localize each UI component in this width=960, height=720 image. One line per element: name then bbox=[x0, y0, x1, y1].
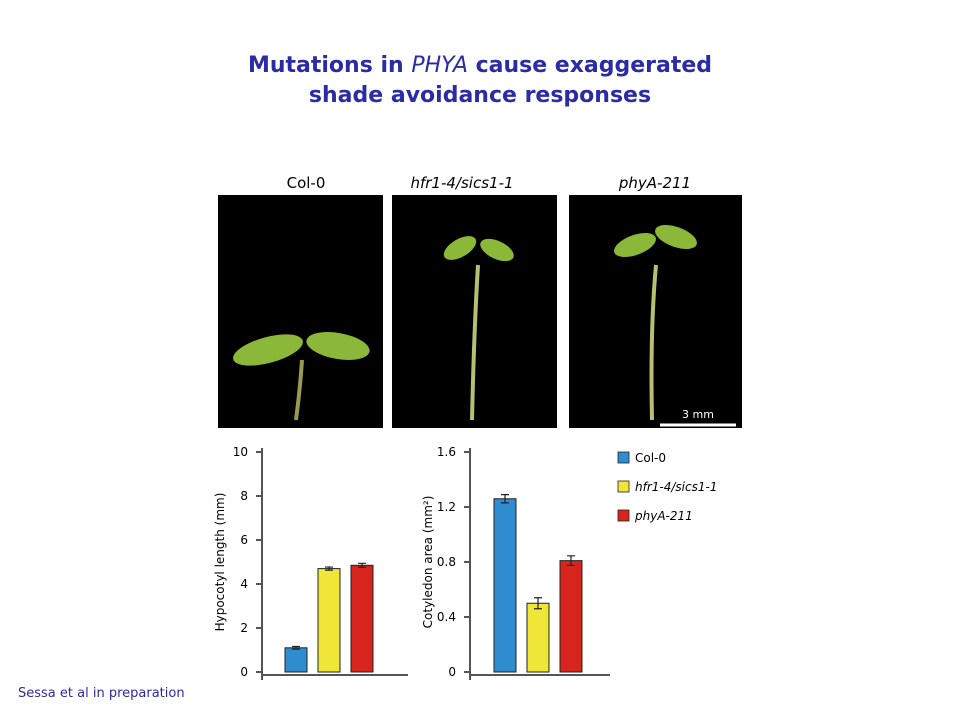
error-bar bbox=[567, 555, 575, 567]
legend-label: Col-0 bbox=[635, 451, 666, 465]
y-axis-label: Cotyledon area (mm²) bbox=[421, 496, 435, 629]
plant-stem bbox=[470, 264, 480, 421]
plant-leaf bbox=[655, 224, 697, 250]
photos: 3 mm bbox=[218, 195, 742, 428]
photo-label: Col-0 bbox=[287, 174, 326, 192]
error-bar bbox=[534, 597, 542, 610]
bar bbox=[526, 602, 550, 673]
bar bbox=[559, 560, 583, 673]
plant-stem bbox=[294, 359, 304, 421]
y-tick-label: 4 bbox=[240, 577, 248, 591]
plant-leaf bbox=[614, 232, 656, 258]
y-tick-label: 2 bbox=[240, 621, 248, 635]
title: shade avoidance responses bbox=[309, 83, 651, 108]
error-bar bbox=[358, 562, 366, 568]
bar bbox=[350, 564, 374, 673]
y-tick-label: 10 bbox=[233, 445, 248, 459]
y-tick-label: 0.8 bbox=[437, 555, 456, 569]
legend-swatch bbox=[617, 451, 630, 464]
plant-leaf bbox=[443, 236, 477, 260]
legend-label: hfr1-4/sics1-1 bbox=[635, 480, 717, 494]
plant-leaf bbox=[480, 238, 514, 262]
title: Mutations in PHYA cause exaggerated bbox=[248, 53, 712, 78]
y-tick-label: 6 bbox=[240, 533, 248, 547]
error-bar bbox=[292, 645, 300, 650]
photo bbox=[569, 195, 742, 428]
plant-stem bbox=[649, 264, 658, 421]
citation: Sessa et al in preparation bbox=[18, 686, 185, 701]
y-axis-label: Hypocotyl length (mm) bbox=[213, 493, 227, 632]
y-tick-label: 1.6 bbox=[437, 445, 456, 459]
legend-swatch bbox=[617, 509, 630, 522]
scale-bar-label: 3 mm bbox=[682, 408, 714, 421]
y-tick-label: 8 bbox=[240, 489, 248, 503]
y-tick-label: 1.2 bbox=[437, 500, 456, 514]
bar bbox=[317, 568, 341, 673]
bar bbox=[284, 647, 308, 673]
title-part: cause exaggerated bbox=[468, 53, 712, 78]
legend-swatch bbox=[617, 480, 630, 493]
error-bar bbox=[501, 494, 509, 504]
error-bar bbox=[325, 566, 333, 571]
title-part: PHYA bbox=[411, 53, 468, 78]
plant-leaf bbox=[306, 332, 370, 360]
y-tick-label: 0 bbox=[240, 665, 248, 679]
y-tick-label: 0.4 bbox=[437, 610, 456, 624]
photo-label: hfr1-4/sics1-1 bbox=[410, 174, 513, 192]
bar bbox=[493, 498, 517, 673]
photo-label: phyA-211 bbox=[618, 174, 691, 192]
legend-label: phyA-211 bbox=[634, 509, 693, 523]
y-tick-label: 0 bbox=[448, 665, 456, 679]
title-part: Mutations in bbox=[248, 53, 411, 78]
plant-leaf bbox=[233, 334, 303, 366]
